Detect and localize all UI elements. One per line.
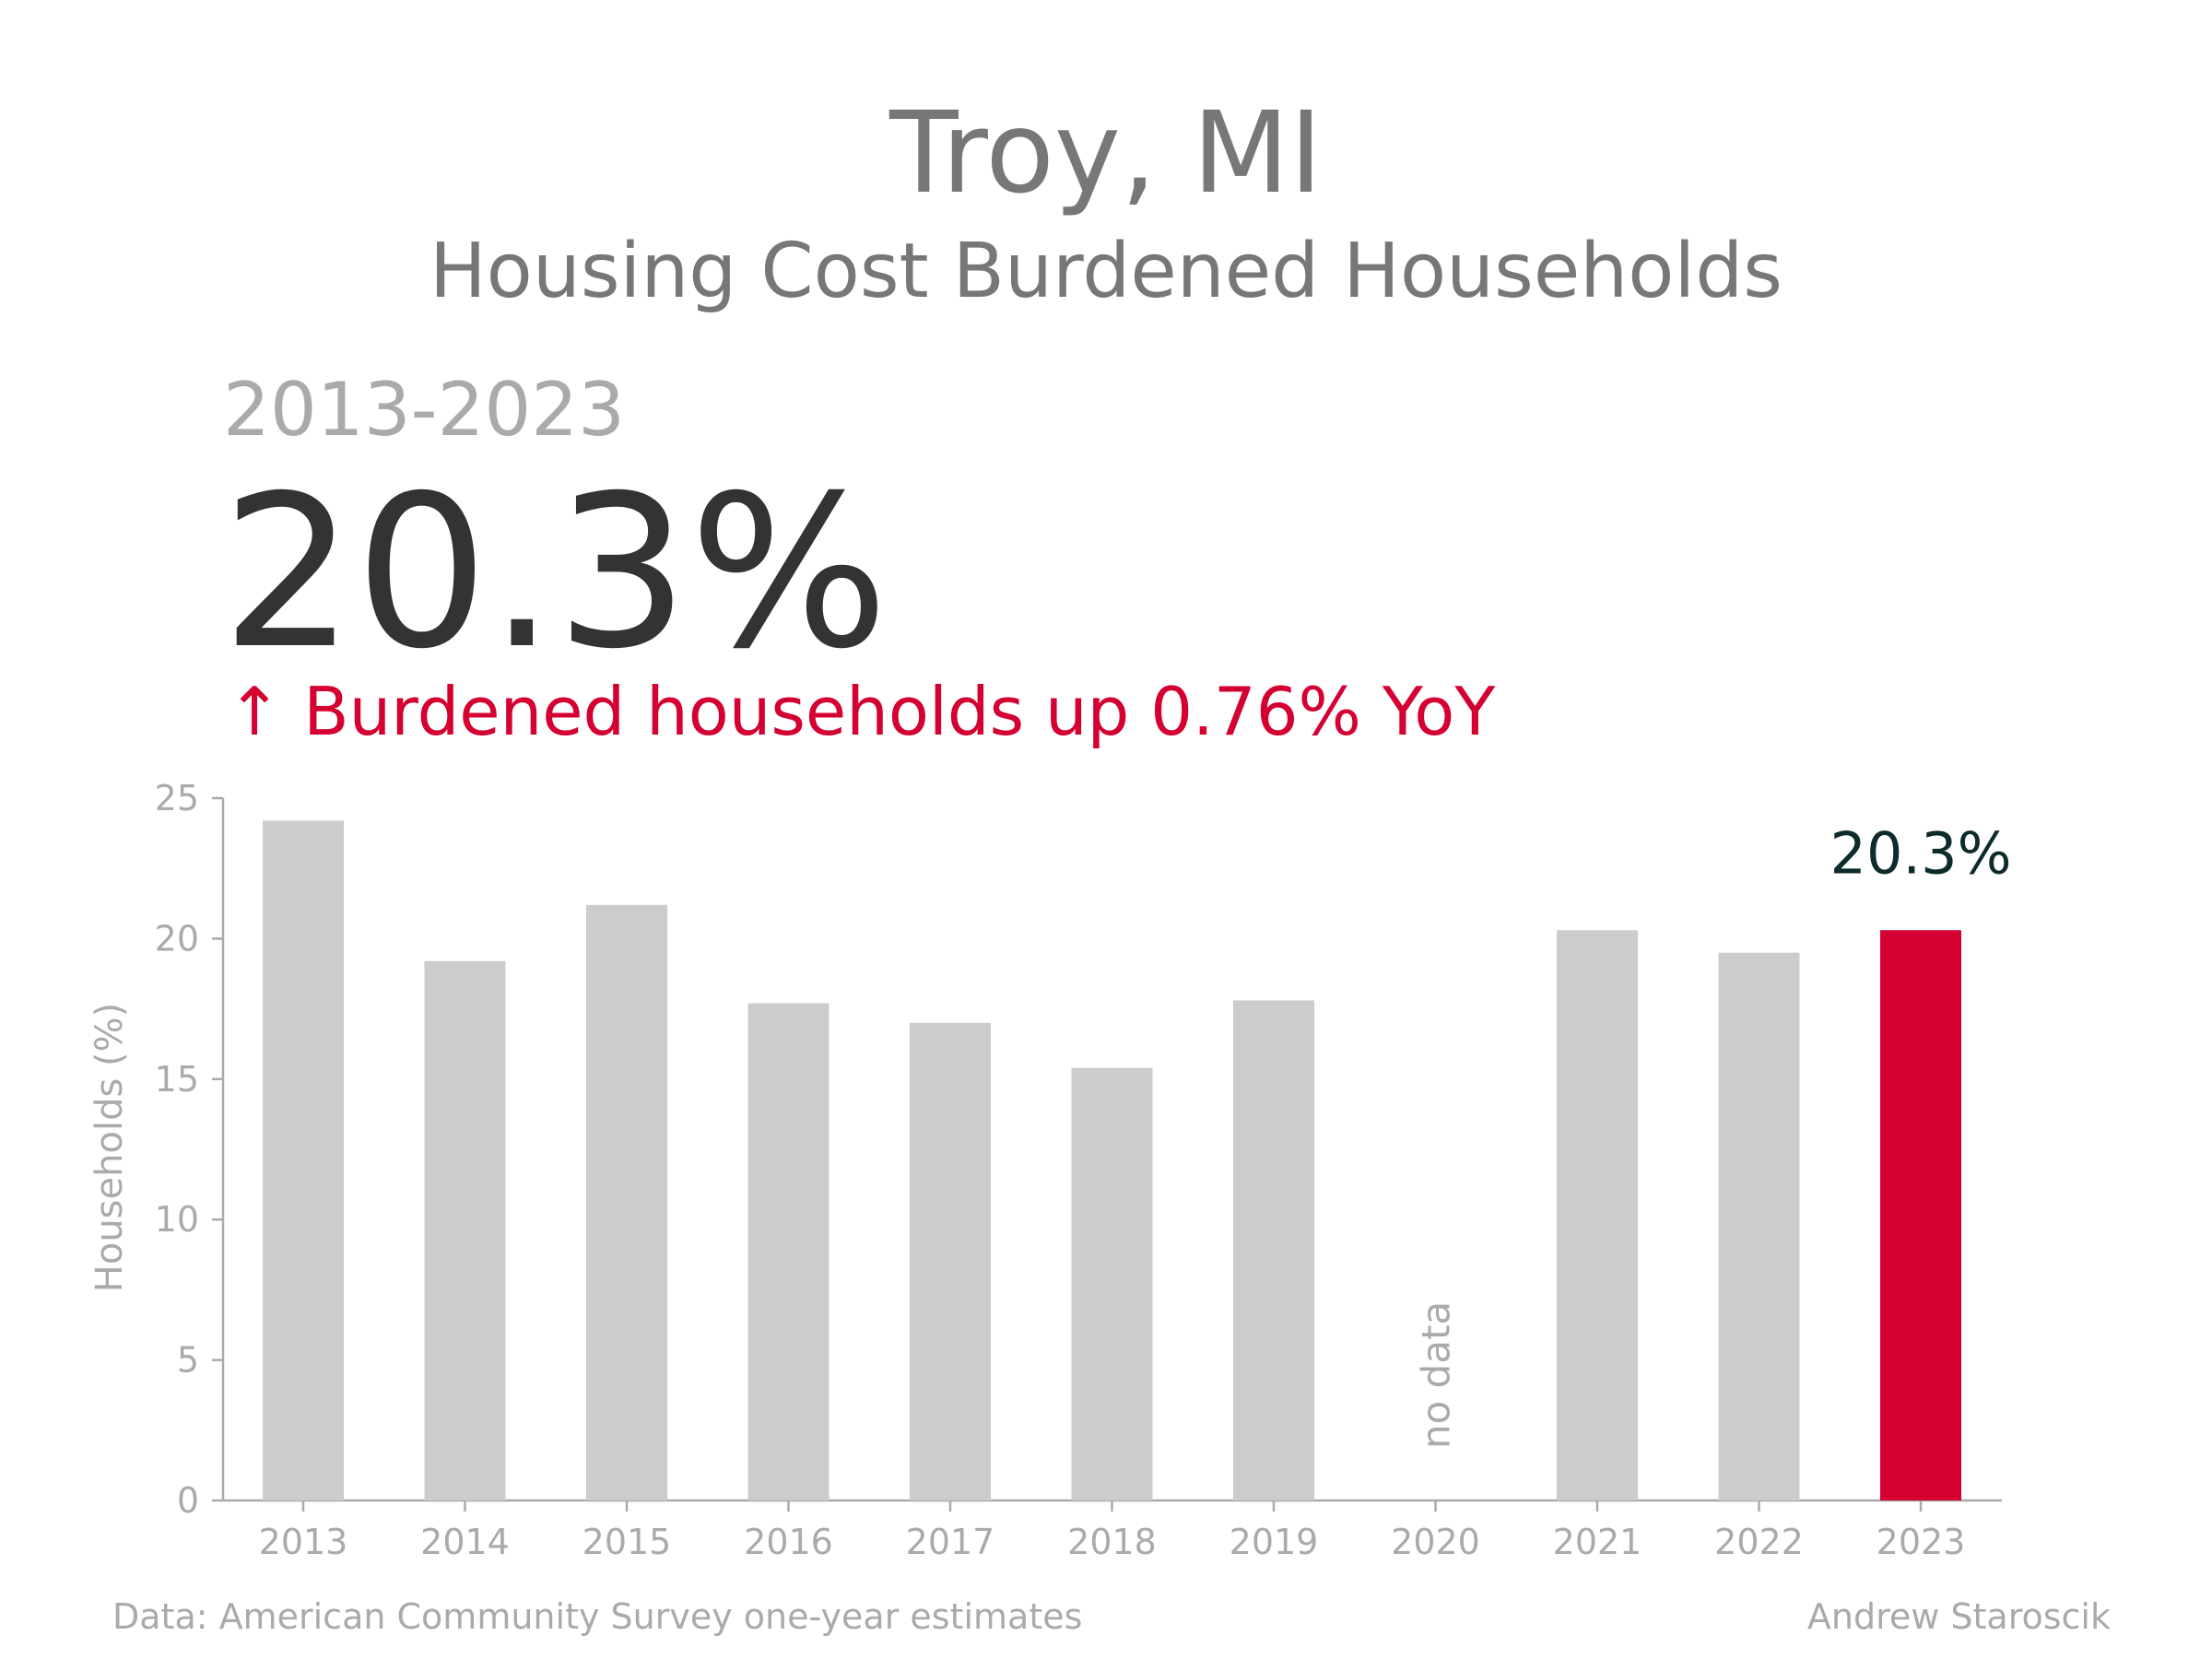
bar bbox=[1071, 1067, 1153, 1500]
bar-chart: 0 5 10 15 20 25 2013 2014 2015 2016 2017 2018 2019 20… bbox=[155, 778, 2012, 1562]
x-tick-label: 2015 bbox=[582, 1522, 672, 1562]
y-tick-label: 10 bbox=[155, 1199, 199, 1240]
x-tick-label: 2017 bbox=[906, 1522, 995, 1562]
x-tick-label: 2020 bbox=[1391, 1522, 1480, 1562]
x-tick-label: 2018 bbox=[1067, 1522, 1157, 1562]
bar bbox=[910, 1022, 991, 1500]
author-credit: Andrew Staroscik bbox=[1807, 1596, 2111, 1637]
no-data-label: no data bbox=[1414, 1301, 1459, 1449]
x-tick-label: 2019 bbox=[1230, 1522, 1319, 1562]
bar bbox=[424, 960, 506, 1500]
source-note: Data: American Community Survey one-year… bbox=[112, 1596, 1082, 1637]
x-tick-label: 2021 bbox=[1553, 1522, 1642, 1562]
bar-data-label: 20.3% bbox=[1830, 819, 2012, 887]
bar bbox=[747, 1003, 830, 1500]
change-text: ↑ Burdened households up 0.76% YoY bbox=[227, 673, 1496, 750]
y-tick-label: 0 bbox=[177, 1480, 199, 1521]
period-label: 2013-2023 bbox=[223, 367, 625, 453]
y-axis-label: Households (%) bbox=[88, 1003, 131, 1292]
bar bbox=[586, 904, 667, 1500]
bar bbox=[1557, 930, 1638, 1500]
x-tick-label: 2014 bbox=[420, 1522, 510, 1562]
y-tick-label: 15 bbox=[155, 1059, 199, 1100]
bar bbox=[263, 820, 344, 1500]
y-tick-label: 25 bbox=[155, 778, 199, 818]
y-tick-label: 5 bbox=[177, 1340, 199, 1381]
page-title: Troy, MI bbox=[888, 88, 1323, 218]
x-tick-label: 2013 bbox=[259, 1522, 348, 1562]
bar bbox=[1718, 952, 1800, 1500]
page-subtitle: Housing Cost Burdened Households bbox=[429, 228, 1783, 315]
x-tick-label: 2023 bbox=[1877, 1522, 1966, 1562]
bar bbox=[1233, 1000, 1314, 1500]
headline-value: 20.3% bbox=[221, 450, 888, 695]
x-tick-label: 2022 bbox=[1714, 1522, 1804, 1562]
bar-highlight bbox=[1880, 930, 1961, 1500]
y-tick-label: 20 bbox=[155, 918, 199, 959]
x-tick-label: 2016 bbox=[744, 1522, 833, 1562]
